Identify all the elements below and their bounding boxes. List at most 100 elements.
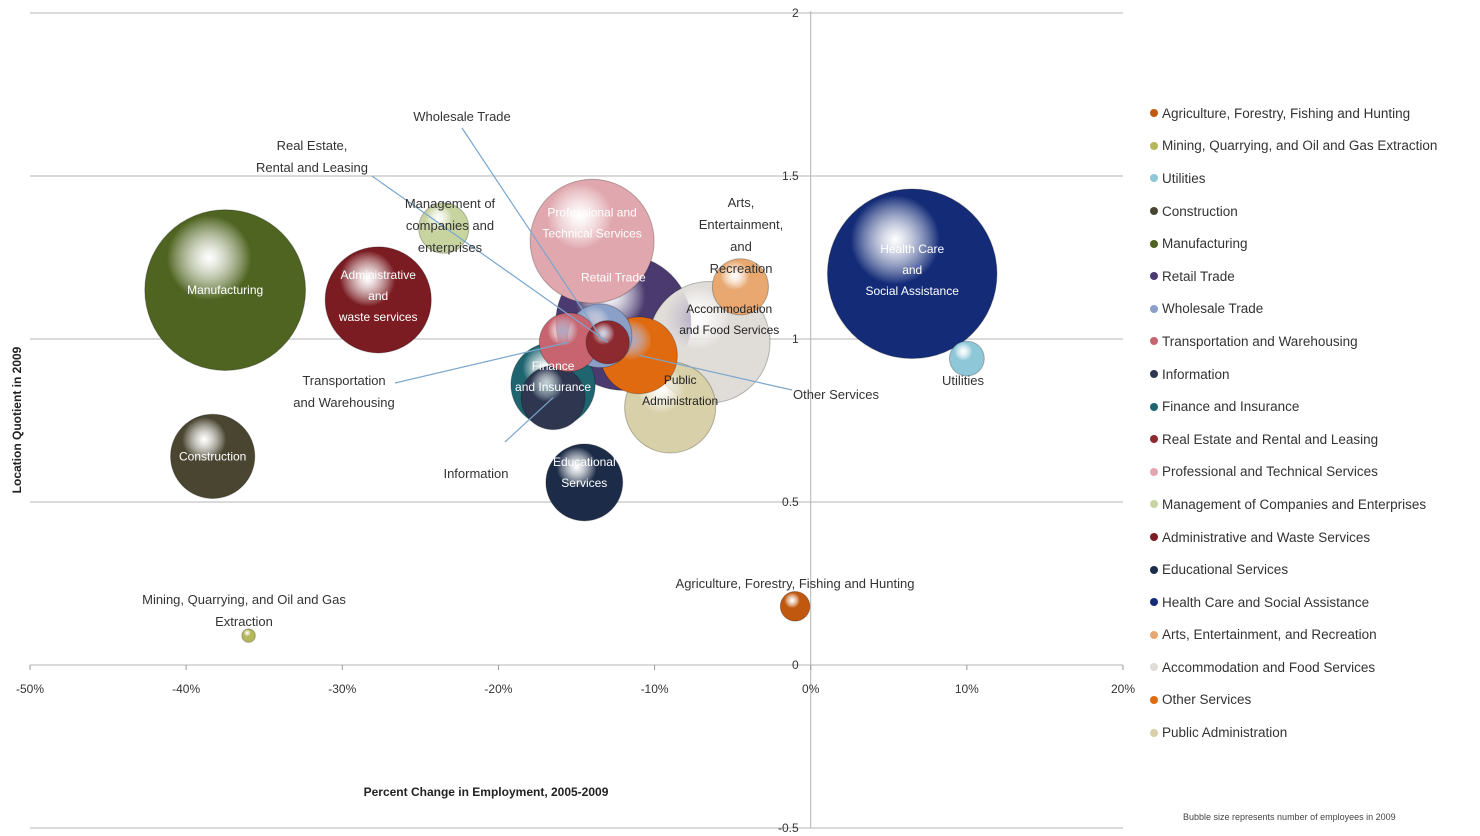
- legend-swatch: [1150, 272, 1158, 281]
- legend-label: Administrative and Waste Services: [1162, 529, 1371, 545]
- legend-label: Transportation and Warehousing: [1162, 333, 1358, 349]
- legend-item: Arts, Entertainment, and Recreation: [1150, 619, 1475, 652]
- legend-swatch: [1150, 337, 1158, 346]
- legend-item: Construction: [1150, 195, 1475, 228]
- bubble-label: Public: [664, 373, 697, 387]
- callout-layer: Wholesale Trade Real Estate, Rental and Le…: [142, 109, 984, 629]
- callout-label: Extraction: [215, 614, 273, 629]
- legend-swatch: [1150, 500, 1158, 509]
- legend-swatch: [1150, 402, 1158, 411]
- legend-label: Public Administration: [1162, 725, 1288, 741]
- legend-swatch: [1150, 533, 1158, 542]
- legend-label: Construction: [1162, 203, 1238, 219]
- bubble-utilities: [948, 340, 985, 377]
- x-tick-label: -20%: [484, 682, 512, 696]
- legend-item: Transportation and Warehousing: [1150, 325, 1475, 358]
- legend-label: Information: [1162, 366, 1230, 382]
- legend-label: Finance and Insurance: [1162, 399, 1300, 415]
- bubble-label: Educational: [553, 455, 616, 469]
- legend-item: Educational Services: [1150, 553, 1475, 586]
- callout-label: and Warehousing: [293, 395, 394, 410]
- y-tick-label: -0.5: [778, 821, 799, 835]
- bubble-mining-quarrying-and-oil-and-gas-extraction: [241, 628, 256, 643]
- legend-label: Management of Companies and Enterprises: [1162, 496, 1427, 512]
- bubble-size-note: Bubble size represents number of employe…: [1183, 812, 1396, 822]
- x-tick-label: 20%: [1111, 682, 1135, 696]
- bubble-label: waste services: [338, 310, 418, 324]
- callout-leader-line: [394, 341, 569, 384]
- callout-label: Management of: [405, 196, 496, 211]
- legend-swatch: [1150, 598, 1158, 607]
- legend-swatch: [1150, 109, 1158, 118]
- legend-swatch: [1150, 207, 1158, 216]
- callout-leader-line: [371, 175, 609, 343]
- legend-label: Agriculture, Forestry, Fishing and Hunti…: [1162, 105, 1411, 121]
- callout-label: Mining, Quarrying, and Oil and Gas: [142, 592, 346, 607]
- x-tick-label: -40%: [172, 682, 200, 696]
- bubble-label: Technical Services: [542, 227, 641, 241]
- bubble-professional-and-technical-services: [529, 178, 655, 304]
- x-tick-label: 0%: [802, 682, 820, 696]
- legend-item: Public Administration: [1150, 716, 1475, 749]
- bubble-manufacturing: [144, 209, 307, 371]
- callout-label: Transportation: [302, 373, 385, 388]
- bubble-health-care-and-social-assistance: [826, 188, 998, 360]
- legend-swatch: [1150, 467, 1158, 476]
- legend-label: Wholesale Trade: [1162, 301, 1264, 317]
- legend-label: Retail Trade: [1162, 268, 1235, 284]
- legend-item: Finance and Insurance: [1150, 390, 1475, 423]
- legend-item: Manufacturing: [1150, 227, 1475, 260]
- callout-label: Recreation: [710, 261, 773, 276]
- x-tick-label: -30%: [328, 682, 356, 696]
- bubble-agriculture-forestry-fishing-and-hunting: [779, 591, 811, 622]
- legend-label: Health Care and Social Assistance: [1162, 594, 1370, 610]
- bubble-label: and Insurance: [515, 380, 591, 394]
- x-tick-label: -10%: [641, 682, 669, 696]
- bubble-label: Health Care: [880, 242, 944, 256]
- callout-leader-line: [638, 354, 793, 391]
- bubble-label: Retail Trade: [581, 271, 646, 285]
- bubble-label: and Food Services: [679, 323, 779, 337]
- legend-item: Management of Companies and Enterprises: [1150, 488, 1475, 521]
- legend-label: Other Services: [1162, 692, 1252, 708]
- legend-label: Accommodation and Food Services: [1162, 659, 1376, 675]
- legend-item: Real Estate and Rental and Leasing: [1150, 423, 1475, 456]
- y-tick-label: 0.5: [782, 495, 799, 509]
- callout-label: Arts,: [728, 195, 755, 210]
- legend-swatch: [1150, 239, 1158, 248]
- legend-item: Information: [1150, 358, 1475, 391]
- callout-label: Agriculture, Forestry, Fishing and Hunti…: [676, 576, 915, 591]
- legend-label: Manufacturing: [1162, 236, 1248, 252]
- x-axis-title: Percent Change in Employment, 2005-2009: [364, 785, 609, 799]
- legend-label: Professional and Technical Services: [1162, 464, 1378, 480]
- callout-label: Rental and Leasing: [256, 160, 368, 175]
- legend-item: Other Services: [1150, 684, 1475, 717]
- x-tick-label: 10%: [955, 682, 979, 696]
- axes: -0.5 0 0.5 1 1.5 2 -50% -40% -30% -20% -10% 0% 10% 20…: [16, 6, 1135, 835]
- callout-label: Other Services: [793, 387, 879, 402]
- legend-label: Mining, Quarrying, and Oil and Gas Extra…: [1162, 138, 1438, 154]
- callout-label: Information: [443, 466, 508, 481]
- callout-leader-line: [461, 127, 601, 337]
- bubble-administrative-and-waste-services: [324, 246, 432, 354]
- legend-item: Accommodation and Food Services: [1150, 651, 1475, 684]
- legend-item: Mining, Quarrying, and Oil and Gas Extra…: [1150, 130, 1475, 163]
- y-axis-title: Location Quotient in 2009: [10, 346, 24, 493]
- legend-label: Educational Services: [1162, 562, 1289, 578]
- callout-label: enterprises: [418, 240, 483, 255]
- callout-label: and: [730, 239, 752, 254]
- callout-label: Entertainment,: [699, 217, 784, 232]
- callout-label: Utilities: [942, 373, 984, 388]
- legend-label: Utilities: [1162, 170, 1206, 186]
- y-tick-label: 1.5: [782, 169, 799, 183]
- bubble-label: and: [368, 289, 388, 303]
- y-tick-label: 2: [792, 6, 799, 20]
- bubble-label: and: [902, 263, 922, 277]
- legend-swatch: [1150, 370, 1158, 379]
- bubble-label: Finance: [532, 359, 575, 373]
- legend-swatch: [1150, 141, 1158, 150]
- bubble-label: Manufacturing: [187, 283, 263, 297]
- legend-swatch: [1150, 565, 1158, 574]
- bubble-construction: [170, 413, 256, 499]
- callout-label: companies and: [406, 218, 494, 233]
